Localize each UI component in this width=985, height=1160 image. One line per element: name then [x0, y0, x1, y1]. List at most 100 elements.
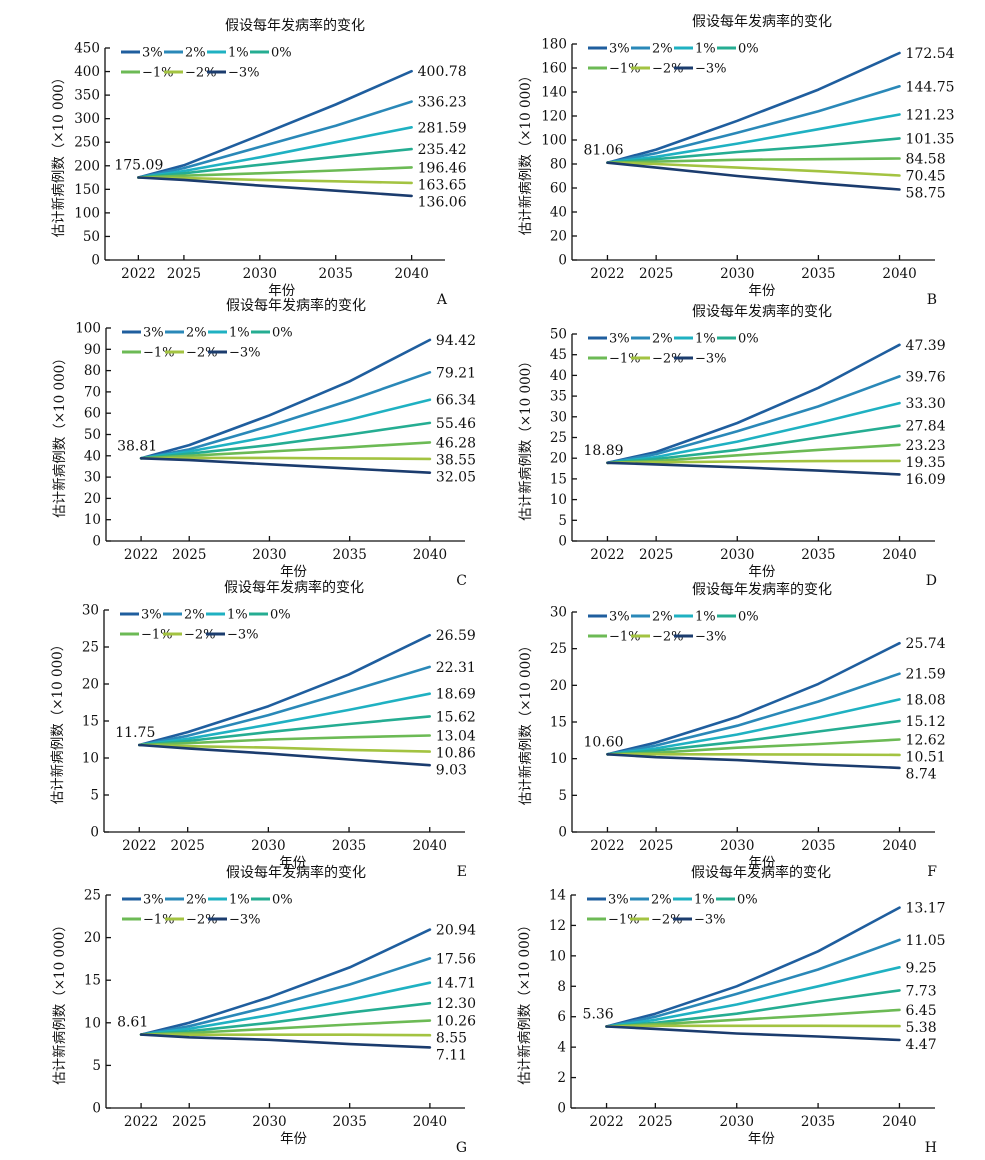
x-axis-label: 年份 [268, 283, 295, 299]
series-line-3 [138, 715, 432, 747]
y-tick-label: 5 [558, 788, 567, 804]
legend-label: 3% [143, 326, 164, 341]
end-value-label: 27.84 [906, 419, 946, 435]
y-tick-label: 60 [550, 181, 567, 197]
legend-label: −1% [609, 352, 641, 367]
end-value-label: 17.56 [436, 951, 476, 967]
end-value-label: 281.59 [418, 120, 467, 136]
y-axis-label: 估计新病例数（×10 000） [52, 918, 68, 1085]
end-value-label: 8.74 [906, 766, 937, 782]
y-tick-label: 15 [550, 715, 567, 731]
x-tick-label: 2030 [720, 266, 754, 282]
legend-label: 2% [652, 332, 673, 347]
y-tick-label: 6 [557, 1009, 566, 1025]
legend-label: 3% [609, 610, 630, 625]
x-tick-label: 2030 [252, 1114, 286, 1130]
end-value-label: 11.05 [905, 933, 945, 949]
legend-label: −3% [229, 913, 261, 928]
legend-label: 0% [272, 893, 293, 908]
end-value-label: 163.65 [418, 177, 467, 193]
legend-label: −2% [186, 913, 218, 928]
series-line-0 [139, 928, 432, 1036]
y-tick-label: 0 [92, 1101, 101, 1117]
legend-label: 2% [186, 893, 207, 908]
series-line-0 [605, 906, 901, 1028]
y-tick-label: 4 [557, 1040, 566, 1056]
x-tick-label: 2040 [882, 838, 916, 854]
x-tick-label: 2025 [172, 547, 206, 563]
y-tick-label: 30 [82, 603, 99, 619]
y-tick-label: 35 [550, 389, 567, 405]
end-value-label: 22.31 [436, 660, 476, 676]
series-line-1 [605, 938, 901, 1028]
end-value-label: 144.75 [906, 79, 955, 95]
legend-label: −2% [652, 62, 684, 77]
x-axis-label: 年份 [748, 855, 775, 871]
legend-label: −3% [695, 630, 727, 645]
legend-label: 2% [186, 326, 207, 341]
series-line-3 [137, 147, 413, 179]
y-tick-label: 5 [558, 513, 567, 529]
legend-label: −2% [652, 630, 684, 645]
y-tick-label: 10 [550, 492, 567, 508]
end-value-label: 12.62 [906, 732, 946, 748]
x-axis-label: 年份 [280, 1131, 307, 1147]
end-value-label: 9.25 [905, 960, 936, 976]
legend-label: −3% [229, 346, 261, 361]
series-line-0 [137, 69, 413, 179]
y-tick-label: 50 [550, 327, 567, 343]
end-value-label: 196.46 [418, 160, 467, 176]
y-tick-label: 20 [84, 491, 101, 507]
end-value-label: 47.39 [906, 338, 946, 354]
y-tick-label: 80 [550, 157, 567, 173]
chart-panel-a: 0 50 100 150 200 250 300 350 400 450 2022 2025 2030 2… [51, 17, 467, 308]
y-tick-label: 100 [75, 321, 101, 337]
series-line-2 [605, 965, 901, 1028]
x-tick-label: 2040 [413, 1114, 447, 1130]
legend-label: 2% [651, 893, 672, 908]
series-line-1 [139, 957, 432, 1036]
x-tick-label: 2025 [167, 266, 201, 282]
legend-label: 3% [143, 893, 164, 908]
legend-label: 0% [738, 610, 759, 625]
end-value-label: 46.28 [436, 435, 476, 451]
end-value-label: 6.45 [905, 1003, 936, 1019]
series-line-1 [606, 85, 901, 164]
series-line-3 [606, 719, 901, 756]
legend-label: 0% [271, 46, 292, 61]
y-tick-label: 15 [82, 714, 99, 730]
end-value-label: 7.73 [905, 983, 936, 999]
x-tick-label: 2025 [638, 1114, 672, 1130]
x-tick-label: 2040 [394, 266, 428, 282]
end-value-label: 18.69 [436, 687, 476, 703]
end-value-label: 101.35 [906, 131, 955, 147]
series-line-2 [606, 401, 901, 465]
x-tick-label: 2030 [251, 838, 285, 854]
y-tick-label: 2 [557, 1070, 566, 1086]
chart-title: 假设每年发病率的变化 [692, 581, 832, 598]
x-axis-label: 年份 [748, 564, 775, 580]
start-value-label: 38.81 [117, 438, 157, 454]
legend-label: −1% [141, 628, 173, 643]
y-tick-label: 140 [541, 85, 567, 101]
series-line-2 [138, 692, 432, 747]
series-line-6 [139, 456, 432, 475]
y-tick-label: 0 [558, 253, 567, 269]
start-value-label: 5.36 [583, 1006, 614, 1022]
y-tick-label: 50 [83, 229, 100, 245]
y-tick-label: 180 [541, 37, 567, 53]
series-line-5 [606, 459, 901, 465]
end-value-label: 58.75 [906, 186, 946, 202]
y-tick-label: 120 [541, 109, 567, 125]
x-tick-label: 2030 [720, 838, 754, 854]
legend-label: −3% [227, 628, 259, 643]
series-line-2 [139, 398, 432, 460]
x-tick-label: 2025 [171, 838, 205, 854]
legend-label: −3% [695, 352, 727, 367]
end-value-label: 12.30 [436, 996, 476, 1012]
y-tick-label: 40 [550, 205, 567, 221]
legend-label: 2% [185, 46, 206, 61]
x-tick-label: 2040 [882, 1114, 916, 1130]
legend-label: −1% [143, 913, 175, 928]
